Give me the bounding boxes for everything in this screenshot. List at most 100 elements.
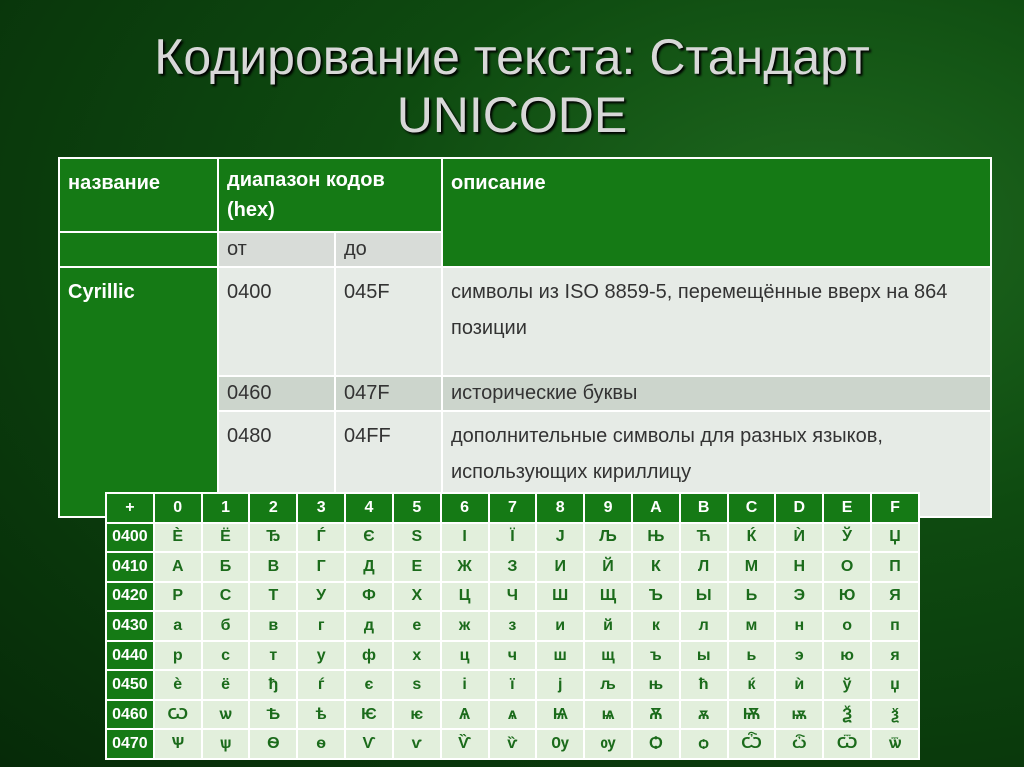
char-cell: ѕ [391,669,442,701]
char-cell: ф [344,639,394,672]
char-cell: ч [487,639,538,672]
column-header: 0 [152,492,203,524]
char-cell: Ј [535,521,586,554]
char-cell: Щ [583,580,633,613]
char-cell: ъ [630,639,681,672]
char-cell: о [822,610,872,642]
char-cell: Ѧ [439,698,490,731]
char-cell: ј [535,669,586,701]
column-header: 4 [344,492,394,524]
row-header: 0420 [105,580,155,613]
char-cell: Ў [822,521,872,554]
char-cell: Ї [487,521,538,554]
char-cell: і [439,669,490,701]
column-header: E [822,492,872,524]
char-cell: Р [152,580,203,613]
column-header: 2 [248,492,299,524]
char-cell: х [391,639,442,672]
char-cell: Г [296,551,347,583]
char-cell: Ѐ [152,521,203,554]
char-cell: г [296,610,347,642]
char-cell: П [870,551,920,583]
char-cell: С [200,580,251,613]
title-line: UNICODE [396,87,628,143]
column-header: 3 [296,492,347,524]
char-cell: щ [583,639,633,672]
column-header: F [870,492,920,524]
char-cell: А [152,551,203,583]
char-cell: Ѹ [535,728,586,760]
char-cell: Б [200,551,251,583]
char-cell: б [200,610,251,642]
char-cell: ю [822,639,872,672]
char-cell: т [248,639,299,672]
char-cell: ї [487,669,538,701]
row-header: 0460 [105,698,155,731]
column-header: B [678,492,729,524]
char-cell: Ѿ [822,728,872,760]
column-header: D [774,492,825,524]
char-cell: ѳ [296,728,347,760]
char-cell: ѡ [200,698,251,731]
char-cell: ц [439,639,490,672]
char-cell: ѷ [487,728,538,760]
char-cell: у [296,639,347,672]
char-cell: В [248,551,299,583]
char-cell: Д [344,551,394,583]
char-cell: Ѡ [152,698,203,731]
header-cell [58,231,219,268]
column-header: C [726,492,777,524]
code-row: 0440 р с т у ф х ц ч ш щ ъ ы ь э ю я [105,639,920,672]
row-header: 0430 [105,610,155,642]
code-row: 0450 ѐ ё ђ ѓ є ѕ і ї ј љ њ ћ ќ ѝ ў џ [105,669,920,701]
row-header: 0400 [105,521,155,554]
char-cell: Ъ [630,580,681,613]
column-header: A [630,492,681,524]
char-cell: Љ [583,521,633,554]
char-cell: м [726,610,777,642]
char-cell: Є [344,521,394,554]
header-cell: до [334,231,443,268]
char-cell: с [200,639,251,672]
char-cell: Ѩ [535,698,586,731]
char-cell: Ѕ [391,521,442,554]
char-cell: э [774,639,825,672]
char-cell: џ [870,669,920,701]
code-row: 0420 Р С Т У Ф Х Ц Ч Ш Щ Ъ Ы Ь Э Ю Я [105,580,920,613]
char-cell: Њ [630,521,681,554]
char-cell: й [583,610,633,642]
char-cell: М [726,551,777,583]
char-cell: Э [774,580,825,613]
char-cell: ѫ [678,698,729,731]
char-cell: ѓ [296,669,347,701]
char-cell: ѭ [774,698,825,731]
column-header: 7 [487,492,538,524]
char-cell: О [822,551,872,583]
cell: символы из ISO 8859-5, перемещённые ввер… [441,266,992,377]
row-header: 0410 [105,551,155,583]
char-cell: ѯ [870,698,920,731]
char-cell: к [630,610,681,642]
char-cell: р [152,639,203,672]
column-header: 8 [535,492,586,524]
char-cell: ѿ [870,728,920,760]
char-cell: ѐ [152,669,203,701]
title-line: Кодирование текста: Стандарт [154,29,870,85]
char-cell: ў [822,669,872,701]
cell: 045F [334,266,443,377]
char-cell: Ш [535,580,586,613]
char-cell: ѱ [200,728,251,760]
char-cell: Т [248,580,299,613]
char-cell: У [296,580,347,613]
row-header: 0450 [105,669,155,701]
char-cell: Ќ [726,521,777,554]
char-cell: Ѽ [726,728,777,760]
char-cell: Ѯ [822,698,872,731]
char-cell: Х [391,580,442,613]
char-cell: Ђ [248,521,299,554]
char-cell: ѥ [391,698,442,731]
char-cell: ё [200,669,251,701]
char-cell: Н [774,551,825,583]
